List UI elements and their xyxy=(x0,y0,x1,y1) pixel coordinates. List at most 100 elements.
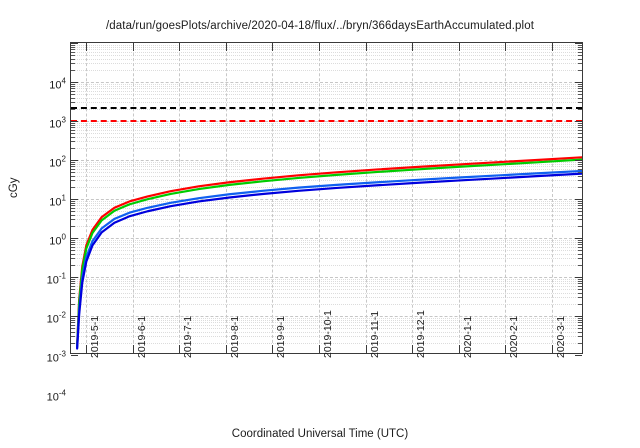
x-axis-tick xyxy=(552,345,553,353)
gridline-vertical xyxy=(272,43,274,353)
x-axis-tick xyxy=(458,345,460,353)
y-axis-minor-tick xyxy=(71,278,75,280)
y-tick-label: 10-2 xyxy=(46,310,66,326)
gridline-horizontal-minor xyxy=(71,239,582,241)
y-axis-minor-tick xyxy=(578,205,582,207)
gridline-horizontal-minor xyxy=(71,292,582,294)
y-axis-minor-tick xyxy=(71,249,75,251)
gridline-horizontal xyxy=(71,199,582,200)
y-axis-minor-tick xyxy=(71,331,75,333)
gridline-vertical xyxy=(319,43,320,353)
y-axis-minor-tick xyxy=(71,285,75,287)
y-axis-minor-tick xyxy=(578,343,582,345)
x-axis-tick xyxy=(365,43,367,51)
threshold-black xyxy=(71,106,582,109)
gridline-horizontal-minor xyxy=(71,253,582,255)
y-axis-minor-tick xyxy=(578,265,582,267)
y-axis-minor-tick xyxy=(578,102,582,104)
y-axis-minor-tick xyxy=(578,278,582,280)
y-axis-minor-tick xyxy=(578,70,582,72)
y-axis-minor-tick xyxy=(71,163,75,165)
gridline-horizontal-minor xyxy=(71,331,582,333)
y-axis-minor-tick xyxy=(71,207,75,209)
y-axis-minor-tick xyxy=(578,187,582,189)
y-axis-minor-tick xyxy=(71,83,75,85)
y-axis-minor-tick xyxy=(71,148,75,150)
gridline-horizontal xyxy=(71,160,582,161)
y-axis-tick xyxy=(71,316,78,317)
y-axis-minor-tick xyxy=(578,288,582,290)
y-axis-minor-tick xyxy=(71,122,75,124)
gridline-horizontal-minor xyxy=(71,88,582,90)
y-axis-minor-tick xyxy=(71,129,75,131)
y-axis-minor-tick xyxy=(71,63,75,65)
gridline-horizontal-minor xyxy=(71,129,582,131)
y-axis-minor-tick xyxy=(71,336,75,338)
y-axis-minor-tick xyxy=(71,51,75,53)
gridline-horizontal-minor xyxy=(71,288,582,290)
gridline-horizontal-minor xyxy=(71,324,582,326)
gridline-horizontal-minor xyxy=(71,304,582,306)
y-axis-tick xyxy=(71,121,78,122)
y-axis-minor-tick xyxy=(578,97,582,99)
x-axis-tick xyxy=(319,43,320,51)
y-axis-minor-tick xyxy=(71,292,75,294)
y-axis-minor-tick xyxy=(71,49,75,51)
y-axis-minor-tick xyxy=(71,258,75,260)
y-axis-minor-tick xyxy=(71,46,75,48)
y-axis-tick xyxy=(575,238,582,239)
y-axis-minor-tick xyxy=(71,297,75,299)
gridline-horizontal-minor xyxy=(71,322,582,324)
gridline-horizontal-minor xyxy=(71,93,582,95)
accumulated-dose-darkblue xyxy=(76,172,582,350)
x-axis-tick xyxy=(132,43,134,51)
x-axis-tick xyxy=(272,43,274,51)
y-axis-minor-tick xyxy=(71,166,75,168)
gridline-horizontal-minor xyxy=(71,297,582,299)
gridline-horizontal-minor xyxy=(71,49,582,51)
gridline-horizontal-minor xyxy=(71,90,582,92)
y-axis-minor-tick xyxy=(578,322,582,324)
gridline-horizontal-minor xyxy=(71,180,582,182)
y-axis-minor-tick xyxy=(71,343,75,345)
y-axis-minor-tick xyxy=(578,129,582,131)
x-tick-label: 2019-11-1 xyxy=(368,310,381,358)
y-axis-minor-tick xyxy=(71,90,75,92)
y-tick-label: 101 xyxy=(49,193,66,209)
y-axis-minor-tick xyxy=(71,244,75,246)
y-axis-tick xyxy=(575,277,582,278)
y-axis-minor-tick xyxy=(71,288,75,290)
gridline-horizontal xyxy=(71,277,582,278)
accumulated-dose-lightblue xyxy=(76,169,582,349)
gridline-horizontal-minor xyxy=(71,51,582,53)
gridline-horizontal-minor xyxy=(71,214,582,216)
gridline-horizontal-minor xyxy=(71,319,582,321)
gridline-horizontal-minor xyxy=(71,336,582,338)
y-axis-minor-tick xyxy=(71,85,75,87)
gridline-horizontal-minor xyxy=(71,54,582,56)
x-axis-tick xyxy=(132,345,134,353)
y-axis-tick xyxy=(575,355,582,356)
y-axis-minor-tick xyxy=(71,168,75,170)
gridline-horizontal-minor xyxy=(71,136,582,138)
x-tick-label: 2020-3-1 xyxy=(555,315,567,358)
x-axis-tick xyxy=(179,345,181,353)
y-axis-minor-tick xyxy=(71,187,75,189)
x-tick-label: 2019-6-1 xyxy=(135,315,148,358)
gridline-vertical xyxy=(86,43,87,353)
gridline-horizontal-minor xyxy=(71,166,582,168)
y-axis-minor-tick xyxy=(578,180,582,182)
y-axis-tick xyxy=(575,121,582,122)
y-axis-minor-tick xyxy=(578,63,582,65)
y-axis-minor-tick xyxy=(578,292,582,294)
gridline-horizontal xyxy=(71,316,582,317)
y-axis-minor-tick xyxy=(71,319,75,321)
gridline-horizontal-minor xyxy=(71,83,582,85)
y-axis-minor-tick xyxy=(578,163,582,165)
y-axis-tick-labels: 104 103 102 101 100 10-1 10-2 10-3 10-4 xyxy=(0,42,66,404)
gridline-horizontal-minor xyxy=(71,132,582,134)
y-axis-minor-tick xyxy=(578,58,582,60)
gridline-vertical xyxy=(412,43,414,353)
y-axis-minor-tick xyxy=(578,285,582,287)
y-axis-minor-tick xyxy=(578,161,582,163)
